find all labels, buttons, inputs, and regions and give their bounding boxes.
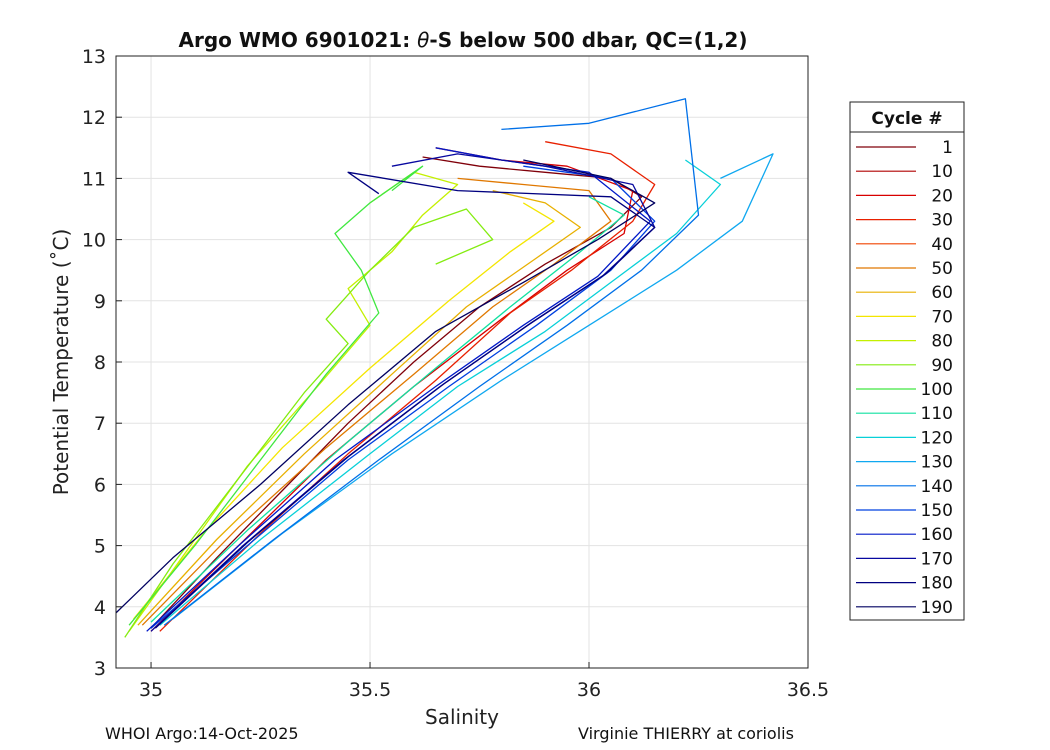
y-tick-label: 8 [94,352,106,374]
x-tick-label: 36 [577,679,601,701]
legend-label-180: 180 [921,574,953,594]
chart-title-suffix: -S below 500 dbar, QC=(1,2) [429,28,747,52]
footer-source-date: WHOI Argo:14-Oct-2025 [105,724,299,743]
x-tick-label: 36.5 [787,679,829,701]
x-axis-label: Salinity [425,705,499,729]
chart-title-prefix: Argo WMO 6901021: [179,28,418,52]
y-tick-label: 6 [94,474,106,496]
legend-title: Cycle # [871,109,942,129]
series-line-cycle-140 [163,98,700,626]
legend-label-110: 110 [921,404,953,424]
series-line-cycle-190 [115,159,656,614]
legend-label-80: 80 [931,332,953,352]
y-tick-label: 10 [82,230,106,252]
legend-label-130: 130 [921,453,953,473]
series-line-cycle-90 [124,208,494,638]
legend-label-10: 10 [931,162,953,182]
y-tick-label: 4 [94,597,106,619]
series-group [115,98,774,638]
legend-label-190: 190 [921,598,953,618]
x-tick-label: 35.5 [349,679,391,701]
legend-label-140: 140 [921,477,953,497]
chart-title-theta: θ [417,28,429,52]
series-line-cycle-180 [154,171,656,629]
legend-label-50: 50 [931,259,953,279]
legend-label-20: 20 [931,186,953,206]
series-line-cycle-100 [128,165,424,626]
series-line-cycle-60 [137,189,581,626]
series-line-cycle-70 [132,202,555,620]
legend-label-1: 1 [942,138,953,158]
y-tick-label: 3 [94,658,106,680]
y-tick-label: 5 [94,536,106,558]
legend-label-160: 160 [921,525,953,545]
axis-ticks: 35 35.5 36 36.5 3 4 5 6 7 8 9 10 11 12 13 [82,46,829,701]
series-line-cycle-80 [128,171,459,632]
y-axis-label: Potential Temperature (˚C) [49,229,73,496]
legend-label-120: 120 [921,428,953,448]
chart-title: Argo WMO 6901021: θ-S below 500 dbar, QC… [179,28,748,52]
series-line-cycle-20 [150,147,634,632]
legend-label-60: 60 [931,283,953,303]
grid-lines [116,55,809,669]
y-tick-label: 7 [94,413,106,435]
legend-label-30: 30 [931,211,953,231]
y-tick-label: 11 [82,168,106,190]
series-line-cycle-150 [150,165,656,629]
legend: Cycle # 11020304050607080901001101201301… [849,101,965,621]
legend-label-170: 170 [921,549,953,569]
legend-label-70: 70 [931,307,953,327]
y-tick-label: 13 [82,46,106,68]
legend-label-100: 100 [921,380,953,400]
x-tick-label: 35 [139,679,163,701]
y-tick-label: 12 [82,107,106,129]
series-line-cycle-160 [146,147,651,632]
legend-label-40: 40 [931,235,953,255]
series-line-cycle-50 [141,177,612,626]
series-line-cycle-170 [150,153,656,632]
series-line-cycle-1 [150,156,643,629]
legend-label-90: 90 [931,356,953,376]
series-line-cycle-120 [159,159,722,626]
y-tick-label: 9 [94,291,106,313]
series-line-cycle-130 [172,153,774,620]
legend-entries: 1102030405060708090100110120130140150160… [856,138,953,618]
legend-label-150: 150 [921,501,953,521]
footer-author: Virginie THIERRY at coriolis [578,724,794,743]
series-line-cycle-110 [150,196,625,623]
